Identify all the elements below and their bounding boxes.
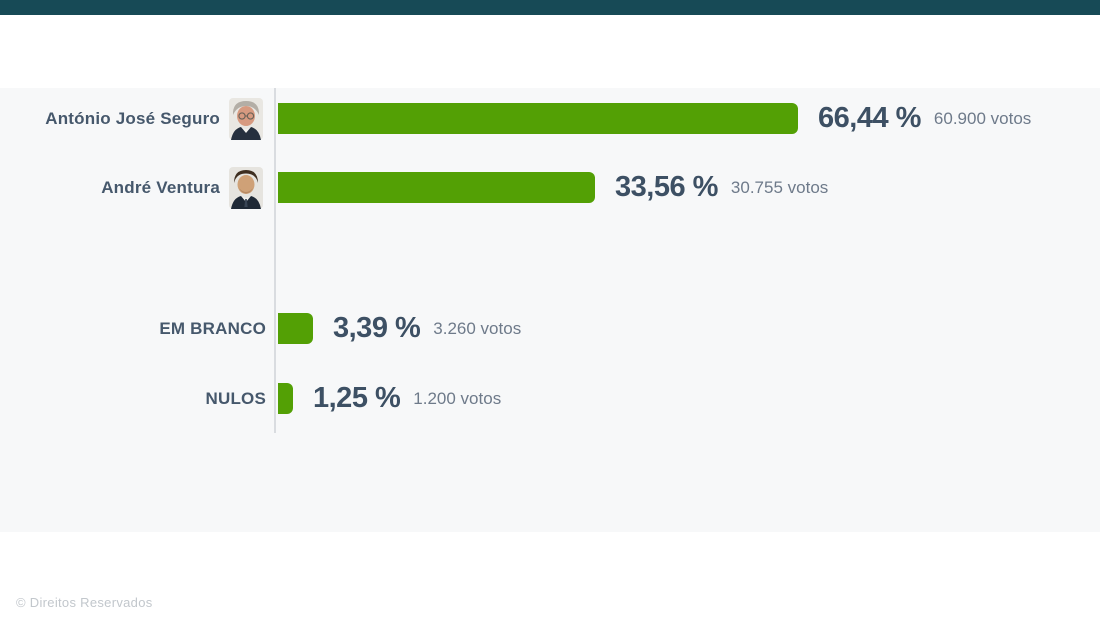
candidate-photo-ventura-icon	[229, 166, 263, 209]
votes-value: 60.900 votos	[933, 108, 1032, 128]
copyright-notice: © Direitos Reservados	[16, 595, 153, 610]
result-row-em-branco: EM BRANCO 3,39 % 3.260 votos	[0, 312, 1100, 344]
result-row-nulos: NULOS 1,25 % 1.200 votos	[0, 382, 1100, 414]
result-bar	[278, 313, 313, 344]
result-row-ventura: André Ventura 33,56 % 30.755 votos	[0, 166, 1100, 209]
result-bar	[278, 383, 293, 414]
category-label: NULOS	[205, 388, 266, 408]
top-accent-bar	[0, 0, 1100, 15]
result-bar	[278, 172, 595, 203]
result-row-seguro: António José Seguro 66,44 % 60.900 votos	[0, 97, 1100, 140]
percent-value: 3,39 %	[333, 312, 421, 344]
percent-value: 33,56 %	[615, 171, 718, 203]
category-label: EM BRANCO	[159, 318, 266, 338]
votes-value: 1.200 votos	[413, 388, 502, 408]
percent-value: 1,25 %	[313, 382, 401, 414]
votes-value: 30.755 votos	[730, 177, 829, 197]
candidate-name-label: António José Seguro	[45, 108, 220, 128]
candidate-name-label: André Ventura	[101, 177, 220, 197]
result-bar	[278, 103, 798, 134]
chart-panel: António José Seguro 66,44 % 60.900 votos	[0, 88, 1100, 610]
votes-value: 3.260 votos	[433, 318, 522, 338]
percent-value: 66,44 %	[818, 102, 921, 134]
candidate-photo-seguro-icon	[229, 97, 263, 140]
axis-baseline	[274, 88, 276, 433]
